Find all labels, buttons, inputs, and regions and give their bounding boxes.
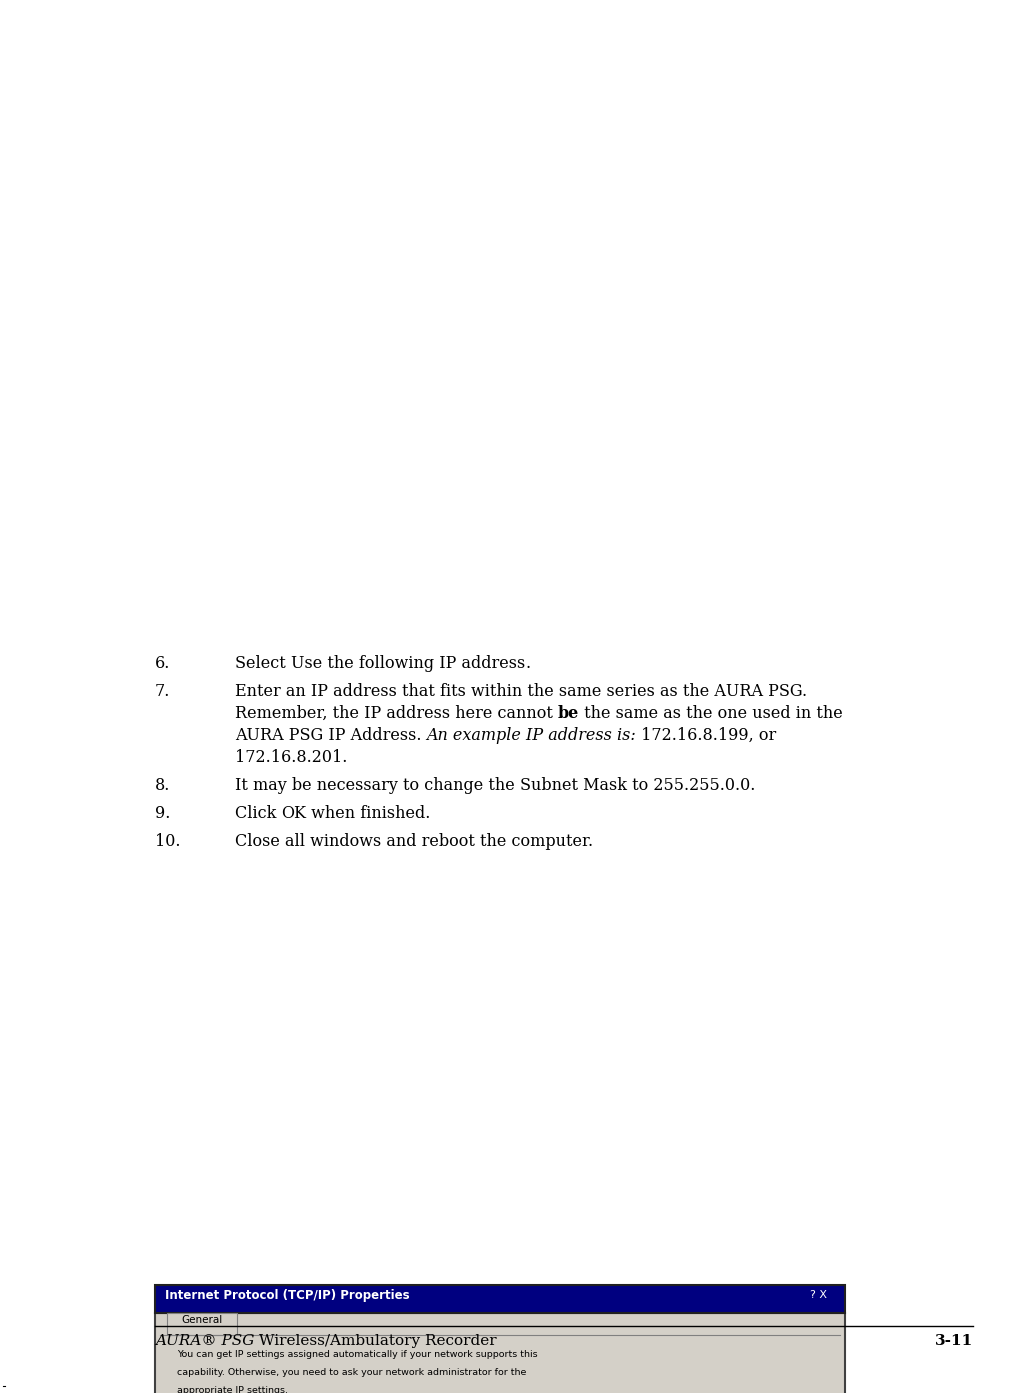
Text: ? X: ? X [810,1290,827,1300]
Text: Click: Click [235,805,282,822]
Bar [155,1314,845,1393]
Text: to 255.255.0.0.: to 255.255.0.0. [627,777,756,794]
Text: capability. Otherwise, you need to ask your network administrator for the: capability. Otherwise, you need to ask y… [177,1368,527,1378]
Text: OK: OK [282,805,307,822]
Text: Subnet Mask: Subnet Mask [520,777,627,794]
Text: AURA PSG IP Address.: AURA PSG IP Address. [235,727,426,744]
Text: 7.: 7. [155,683,170,701]
Bar [167,1314,237,1334]
Text: Remember, the IP address here cannot: Remember, the IP address here cannot [235,705,558,722]
Text: Close all windows and reboot the computer.: Close all windows and reboot the compute… [235,833,594,850]
Text: 6.: 6. [155,655,170,671]
Text: 8.: 8. [155,777,170,794]
Text: be: be [558,705,579,722]
Text: Select: Select [235,655,291,671]
Text: You can get IP settings assigned automatically if your network supports this: You can get IP settings assigned automat… [177,1350,538,1360]
Text: Use the following IP address: Use the following IP address [291,655,525,671]
Text: the same as the one used in the: the same as the one used in the [579,705,843,722]
Text: General: General [181,1315,223,1325]
Text: 10.: 10. [155,833,180,850]
Text: An example IP address is:: An example IP address is: [426,727,636,744]
Text: appropriate IP settings.: appropriate IP settings. [177,1386,288,1393]
Text: 172.16.8.201.: 172.16.8.201. [235,749,347,766]
Text: It may be necessary to change the: It may be necessary to change the [235,777,520,794]
Text: 9.: 9. [155,805,170,822]
Text: Enter an IP address that fits within the same series as the AURA PSG.: Enter an IP address that fits within the… [235,683,807,701]
Text: Wireless/Ambulatory Recorder: Wireless/Ambulatory Recorder [254,1334,497,1348]
Text: Internet Protocol (TCP/IP) Properties: Internet Protocol (TCP/IP) Properties [165,1289,409,1301]
Bar [155,1284,845,1314]
Text: .: . [525,655,530,671]
Text: 3-11: 3-11 [935,1334,973,1348]
Text: 172.16.8.199, or: 172.16.8.199, or [636,727,777,744]
Text: when finished.: when finished. [307,805,431,822]
Text: AURA® PSG: AURA® PSG [155,1334,254,1348]
